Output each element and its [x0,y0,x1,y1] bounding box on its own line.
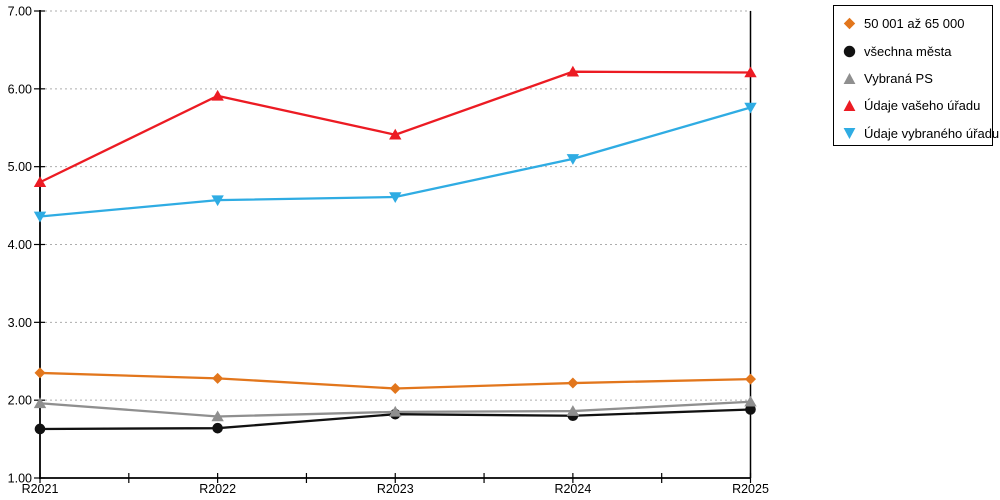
data-point-marker [744,66,757,78]
circle-icon [843,45,856,57]
data-point-marker [567,377,579,389]
data-point-marker [566,405,580,416]
legend-item-label: Údaje vašeho úřadu [864,98,981,114]
y-tick-label: 7.00 [8,5,32,19]
data-point-marker [745,404,756,415]
data-point-marker [34,423,46,435]
data-point-marker [566,154,580,165]
chart-legend: 50 001 až 65 000 všechna města Vybraná PS Ú… [833,5,999,147]
data-point-marker [389,128,402,140]
x-tick-label: R2022 [199,482,236,496]
diamond-icon [843,17,856,30]
y-tick-label: 5.00 [8,160,32,174]
data-point-marker [33,397,47,409]
legend-item: Údaje vašeho úřadu [834,92,992,119]
y-tick-label: 2.00 [8,394,32,408]
legend-item-label: 50 001 až 65 000 [864,16,965,32]
data-point-marker [34,367,46,379]
data-point-marker [566,65,580,77]
data-point-marker [211,89,224,101]
data-point-marker [212,372,224,384]
y-tick-label: 4.00 [8,238,32,252]
data-point-marker [211,410,224,422]
series-line-3 [39,70,751,184]
data-point-marker [744,395,757,407]
x-tick-label: R2021 [22,482,59,496]
data-point-marker [33,211,47,223]
x-tick-label: R2024 [554,482,591,496]
data-point-marker [389,405,402,417]
y-tick-label: 3.00 [8,316,32,330]
x-tick-label: R2023 [377,482,414,496]
legend-item-label: všechna města [864,43,952,59]
triangle-up-icon [843,72,856,84]
triangle-up-icon [843,100,856,112]
legend-item-label: Vybraná PS [864,70,933,86]
data-point-marker [211,195,224,207]
data-point-marker [744,102,757,114]
data-point-marker [212,422,223,434]
triangle-down-icon [843,127,856,139]
data-point-marker [745,373,756,385]
y-tick-label: 6.00 [8,82,32,96]
legend-item-label: Údaje vybraného úřadu [864,125,1000,141]
legend-item: Údaje vybraného úřadu [834,120,999,147]
legend-item: všechna města [834,37,992,64]
legend-item: Vybraná PS [834,65,992,92]
x-tick-label: R2025 [732,482,769,496]
data-point-marker [389,382,401,394]
data-point-marker [33,176,47,188]
data-point-marker [389,192,402,204]
y-tick-label: 1.00 [8,472,32,486]
legend-item: 50 001 až 65 000 [834,10,992,37]
